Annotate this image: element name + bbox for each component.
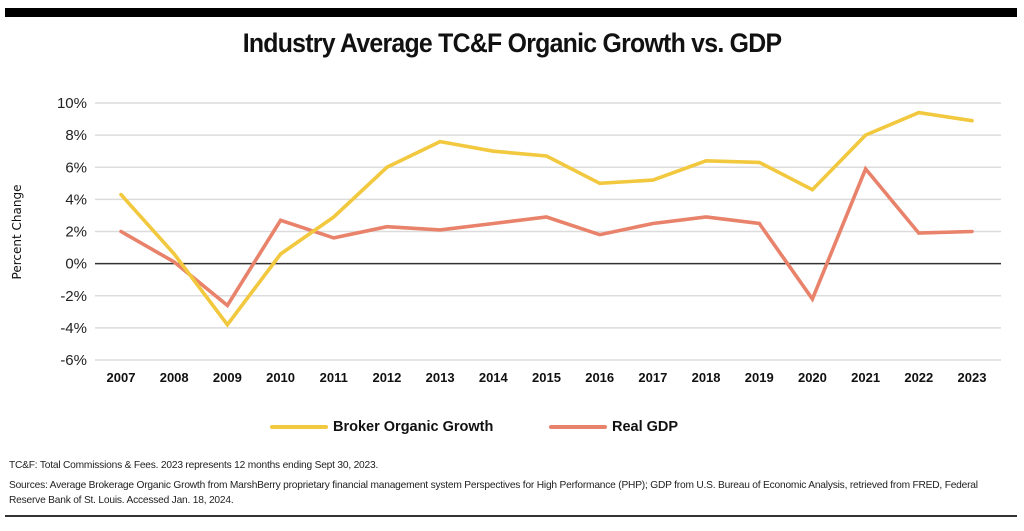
x-tick-label: 2011 xyxy=(320,370,348,385)
x-tick-label: 2022 xyxy=(904,370,933,385)
y-tick-label: 8% xyxy=(65,127,87,144)
y-axis-ticks: 10% 8% 6% 4% 2% 0% -2% -4% -6% xyxy=(57,95,87,369)
y-axis-label: Percent Change xyxy=(10,185,24,280)
x-tick-label: 2007 xyxy=(107,370,136,385)
y-tick-label: -2% xyxy=(60,288,87,305)
y-tick-label: 6% xyxy=(65,159,87,176)
y-tick-label: 4% xyxy=(65,191,87,208)
x-tick-label: 2010 xyxy=(266,370,295,385)
y-tick-label: 0% xyxy=(65,256,87,273)
legend: Broker Organic Growth Real GDP xyxy=(0,419,1024,439)
x-axis-ticks: 2007 2008 2009 2010 2011 2012 2013 2014 2015 2016… xyxy=(107,370,987,385)
y-tick-label: 2% xyxy=(65,224,87,241)
x-tick-label: 2020 xyxy=(798,370,827,385)
x-tick-label: 2012 xyxy=(372,370,401,385)
legend-swatch-broker-organic-growth xyxy=(270,425,328,429)
definition-note: TC&F: Total Commissions & Fees. 2023 rep… xyxy=(9,460,379,471)
y-tick-label: 10% xyxy=(57,95,87,112)
bottom-rule xyxy=(5,515,1017,517)
sources-note: Sources: Average Brokerage Organic Growt… xyxy=(9,480,978,506)
chart-title: Industry Average TC&F Organic Growth vs.… xyxy=(242,28,782,58)
series-line-real-gdp xyxy=(119,165,974,309)
line-chart: 10%8%6%4%2%0%-2%-4%-6% 2007 2008 2009 2010 2… xyxy=(10,95,1001,385)
x-tick-label: 2015 xyxy=(532,370,561,385)
legend-label: Real GDP xyxy=(612,419,679,435)
gridlines xyxy=(95,102,1001,361)
series-lines xyxy=(119,110,974,328)
x-tick-label: 2014 xyxy=(479,370,509,385)
x-tick-label: 2016 xyxy=(585,370,614,385)
legend-swatch-real-gdp xyxy=(549,425,607,429)
x-tick-label: 2009 xyxy=(213,370,242,385)
footnotes: TC&F: Total Commissions & Fees. 2023 rep… xyxy=(9,458,1015,508)
x-tick-label: 2023 xyxy=(958,370,987,385)
y-tick-label: -6% xyxy=(60,352,87,369)
x-tick-label: 2018 xyxy=(692,370,721,385)
legend-item-broker-organic-growth: Broker Organic Growth xyxy=(270,419,493,435)
legend-item-real-gdp: Real GDP xyxy=(549,419,678,435)
legend-label: Broker Organic Growth xyxy=(333,419,494,435)
x-tick-label: 2017 xyxy=(638,370,667,385)
x-tick-label: 2013 xyxy=(426,370,455,385)
top-rule xyxy=(5,8,1017,17)
y-tick-label: -4% xyxy=(60,320,87,337)
x-tick-label: 2019 xyxy=(745,370,774,385)
x-tick-label: 2008 xyxy=(160,370,189,385)
x-tick-label: 2021 xyxy=(851,370,880,385)
